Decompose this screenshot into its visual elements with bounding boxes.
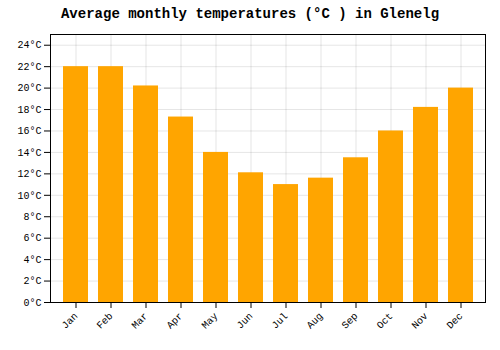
svg-text:20°C: 20°C	[17, 83, 41, 94]
svg-text:Oct: Oct	[375, 311, 396, 332]
html-text:Average monthly temperatures (: Average monthly temperatures (°C ) in Gl…	[61, 6, 439, 22]
svg-text:Aug: Aug	[305, 311, 326, 332]
svg-text:12°C: 12°C	[17, 169, 41, 180]
svg-text:Jun: Jun	[235, 311, 256, 332]
svg-text:Feb: Feb	[95, 311, 116, 332]
svg-text:18°C: 18°C	[17, 105, 41, 116]
svg-text:22°C: 22°C	[17, 62, 41, 73]
svg-text:Mar: Mar	[130, 311, 151, 332]
svg-text:Nov: Nov	[410, 311, 431, 332]
svg-text:24°C: 24°C	[17, 40, 41, 51]
svg-text:May: May	[200, 311, 221, 332]
svg-text:Sep: Sep	[340, 311, 361, 332]
svg-text:0°C: 0°C	[23, 298, 41, 309]
svg-text:8°C: 8°C	[23, 212, 41, 223]
svg-text:Jul: Jul	[270, 311, 291, 332]
svg-text:10°C: 10°C	[17, 191, 41, 202]
svg-text:Jan: Jan	[60, 311, 81, 332]
svg-text:Apr: Apr	[165, 311, 186, 332]
svg-text:16°C: 16°C	[17, 126, 41, 137]
svg-text:4°C: 4°C	[23, 255, 41, 266]
svg-text:14°C: 14°C	[17, 148, 41, 159]
svg-text:6°C: 6°C	[23, 233, 41, 244]
svg-text:Dec: Dec	[445, 311, 466, 332]
svg-text:2°C: 2°C	[23, 276, 41, 287]
